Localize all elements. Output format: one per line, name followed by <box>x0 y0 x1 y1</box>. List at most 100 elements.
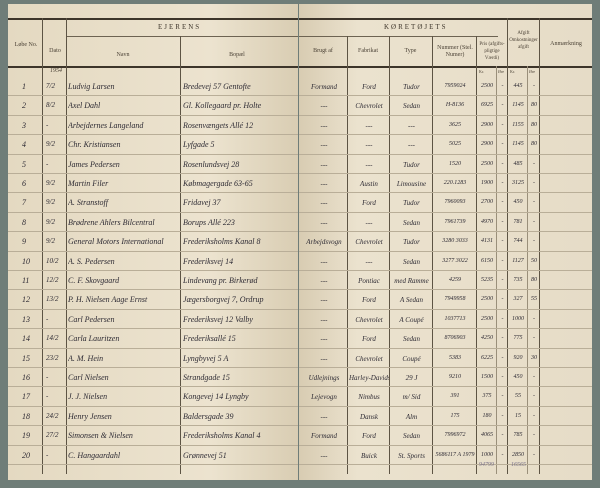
owner-name: A. S. Pedersen <box>68 256 115 266</box>
cell-used-by: Formand <box>310 83 338 91</box>
owner-name: Arbejdernes Langeland <box>68 120 144 130</box>
cell-price-ore: - <box>501 238 504 245</box>
row-divider <box>299 192 592 194</box>
cell-fee-ore: 80 <box>531 102 537 109</box>
owner-section-title: EJERENS <box>158 23 202 31</box>
cell-fee-ore: - <box>533 199 535 206</box>
cell-fee: 781 <box>513 218 523 225</box>
cell-price: 2500 <box>481 315 493 322</box>
cell-price-ore: - <box>501 412 504 419</box>
owner-address: Rosenvængets Allé 12 <box>183 120 254 130</box>
cell-fee: 450 <box>513 199 523 206</box>
row-divider <box>8 250 298 252</box>
cell-make: Pontiac <box>358 277 380 285</box>
row-divider <box>8 425 298 427</box>
row-divider <box>8 173 298 174</box>
row-divider <box>8 192 298 194</box>
cell-type: Sedan <box>402 218 421 227</box>
row-divider <box>299 153 592 155</box>
cell-fee-ore: - <box>533 83 535 89</box>
cell-make: --- <box>365 257 373 266</box>
row-date: 27/2 <box>46 431 59 440</box>
row-divider <box>299 405 592 407</box>
row-number: 8 <box>22 217 26 227</box>
cell-price: 2900 <box>481 121 493 128</box>
row-date: 13/2 <box>46 295 59 304</box>
cell-fee: 2850 <box>512 451 524 458</box>
owner-address: Frederiksholms Kanal 4 <box>183 431 261 441</box>
cell-price: 5235 <box>481 277 493 283</box>
cell-used-by: Udlejnings <box>308 374 340 382</box>
cell-make: Ford <box>362 199 376 208</box>
row-divider <box>299 231 592 233</box>
row-number: 4 <box>22 140 26 150</box>
row-divider <box>8 328 298 330</box>
cell-make: --- <box>365 141 373 150</box>
cell-type: Sedan <box>402 335 421 344</box>
cell-fee-ore: - <box>533 315 535 322</box>
row-date: - <box>46 450 49 459</box>
cell-fee: 485 <box>513 160 523 167</box>
cell-type: A Coupé <box>399 315 424 324</box>
cell-fee-ore: 30 <box>531 354 537 361</box>
header-type: Type <box>404 48 417 54</box>
row-date: 24/2 <box>46 411 59 420</box>
row-date: 9/2 <box>46 198 55 207</box>
owner-name: Brødrene Ahlers Bilcentral <box>68 217 155 227</box>
cell-fee: 1145 <box>512 141 524 148</box>
cell-number: 5025 <box>449 141 461 148</box>
cell-used-by: --- <box>320 315 328 324</box>
cell-price-ore: - <box>501 121 504 128</box>
row-divider <box>8 464 298 465</box>
cell-fee-ore: - <box>533 393 535 400</box>
row-date: 12/2 <box>46 276 59 284</box>
owner-address: Frederiksvej 14 <box>183 256 234 266</box>
owner-address: Baldersgade 39 <box>183 411 234 421</box>
cell-fee: 1127 <box>512 257 524 264</box>
unit-ore: Øre <box>529 69 535 74</box>
row-divider <box>299 173 592 174</box>
cell-fee-ore: - <box>533 374 535 380</box>
cell-used-by: --- <box>320 354 328 363</box>
cell-fee: 1145 <box>512 102 524 109</box>
row-divider <box>299 308 592 310</box>
header-date: Dato <box>49 48 61 54</box>
vehicle-section-title: KØRETØJETS <box>384 23 448 31</box>
cell-type: Alm <box>405 412 418 421</box>
owner-address: Gl. Kollegaard pr. Holte <box>183 101 262 111</box>
cell-make: Harley-Davidson <box>349 374 389 382</box>
cell-price: 180 <box>482 412 492 419</box>
cell-price-ore: - <box>501 335 504 342</box>
total-price: 94799 <box>479 462 494 468</box>
cell-fee-ore: - <box>533 238 535 245</box>
owner-name: Carl Pedersen <box>68 314 115 324</box>
header-price: Pris (afgifts-pligtige Værdi) <box>479 42 505 61</box>
cell-number: 7959024 <box>444 83 466 89</box>
cell-price: 4131 <box>481 238 493 245</box>
cell-type: m/ Sid <box>402 393 421 402</box>
cell-price: 375 <box>482 393 492 400</box>
cell-fee: 920 <box>513 354 523 361</box>
cell-type: Tudor <box>403 199 420 208</box>
row-divider <box>8 347 298 349</box>
cell-used-by: --- <box>320 102 328 111</box>
row-number: 9 <box>22 237 26 247</box>
cell-price: 2500 <box>481 83 493 89</box>
row-divider <box>299 289 592 291</box>
cell-type: A Sedan <box>399 296 423 305</box>
cell-price: 2500 <box>481 160 493 167</box>
row-date: 10/2 <box>46 256 59 265</box>
cell-type: Tudor <box>403 238 420 247</box>
row-number: 16 <box>22 373 30 382</box>
cell-number: 5686117 A 1979 <box>435 451 475 458</box>
cell-fee-ore: 80 <box>531 277 537 283</box>
cell-price: 4250 <box>481 335 493 342</box>
owner-address: Borups Allé 223 <box>183 217 235 227</box>
row-date: - <box>46 314 49 323</box>
cell-fee-ore: - <box>533 412 535 419</box>
row-divider <box>8 211 298 213</box>
header-name: Navn <box>116 52 130 58</box>
cell-number: 391 <box>450 393 460 400</box>
cell-make: Ford <box>362 296 376 305</box>
cell-number: 1520 <box>449 160 461 167</box>
